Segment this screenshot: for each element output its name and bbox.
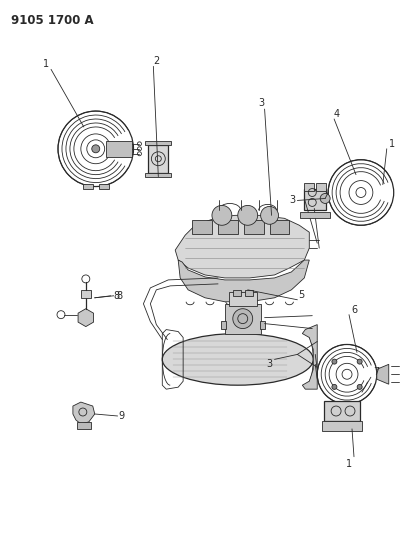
Polygon shape: [106, 141, 131, 157]
Circle shape: [232, 309, 252, 328]
Bar: [244, 290, 252, 296]
Text: 1: 1: [388, 139, 394, 149]
Text: 1: 1: [43, 59, 49, 69]
Bar: [303, 183, 313, 190]
Text: 9: 9: [118, 411, 124, 421]
Polygon shape: [83, 183, 92, 189]
Circle shape: [356, 384, 361, 390]
Polygon shape: [145, 173, 171, 176]
Polygon shape: [178, 260, 308, 302]
Circle shape: [331, 384, 336, 390]
Bar: [192, 220, 211, 234]
Text: 7: 7: [372, 367, 378, 377]
Bar: [217, 220, 237, 234]
Ellipse shape: [162, 334, 312, 385]
Circle shape: [319, 193, 329, 204]
Text: 3: 3: [266, 359, 272, 369]
Polygon shape: [73, 402, 94, 424]
Polygon shape: [99, 183, 108, 189]
Bar: [321, 421, 361, 431]
Circle shape: [260, 206, 278, 224]
Circle shape: [92, 145, 99, 153]
Bar: [148, 145, 168, 173]
Text: 5: 5: [298, 290, 304, 300]
Text: 8: 8: [113, 291, 119, 301]
Bar: [269, 220, 289, 234]
Text: 2: 2: [153, 56, 159, 67]
Bar: [259, 321, 264, 328]
Text: 3: 3: [289, 196, 295, 205]
Circle shape: [356, 359, 361, 364]
Bar: [243, 220, 263, 234]
Bar: [303, 189, 326, 211]
Polygon shape: [301, 325, 317, 389]
Circle shape: [211, 205, 231, 225]
Circle shape: [331, 359, 336, 364]
Text: 9105 1700 A: 9105 1700 A: [11, 14, 94, 27]
Bar: [81, 290, 90, 298]
Text: 1: 1: [345, 459, 351, 469]
Polygon shape: [78, 309, 93, 327]
Bar: [228, 292, 256, 306]
Circle shape: [237, 205, 257, 225]
Text: 6: 6: [350, 305, 356, 314]
Bar: [232, 290, 240, 296]
Bar: [315, 183, 326, 190]
Polygon shape: [175, 215, 308, 278]
Polygon shape: [300, 212, 329, 219]
Bar: [224, 304, 260, 334]
Text: 3: 3: [258, 98, 264, 108]
Text: 8: 8: [116, 291, 122, 301]
Bar: [324, 401, 359, 421]
Polygon shape: [376, 365, 388, 384]
Polygon shape: [145, 141, 171, 145]
Text: 4: 4: [333, 109, 339, 119]
Bar: [220, 321, 225, 328]
Polygon shape: [76, 422, 90, 429]
